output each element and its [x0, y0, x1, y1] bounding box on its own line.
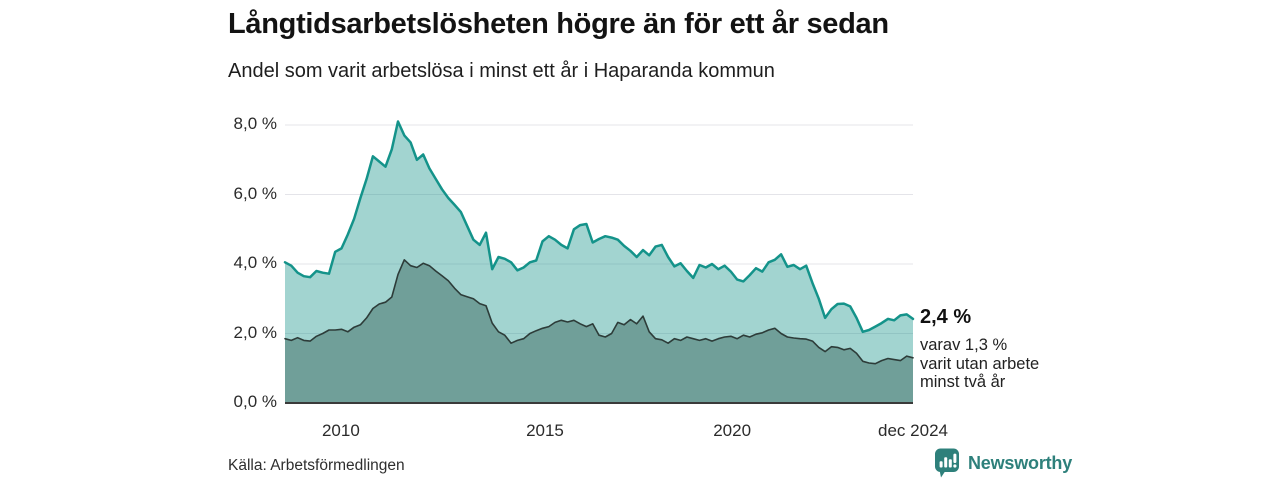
- latest-value-annotation: 2,4 % varav 1,3 % varit utan arbete mins…: [920, 306, 1053, 392]
- y-axis-tick-label: 4,0 %: [233, 253, 277, 272]
- annotation-line: varit utan arbete: [920, 354, 1040, 373]
- annotation-line: varav 1,3 %: [920, 336, 1008, 354]
- y-axis-tick-label: 2,0 %: [233, 322, 277, 342]
- latest-value-detail: varav 1,3 % varit utan arbete minst två …: [920, 336, 1053, 392]
- chart-subtitle: Andel som varit arbetslösa i minst ett å…: [228, 60, 775, 82]
- latest-value: 2,4 %: [920, 306, 972, 328]
- x-axis-tick-label: 2020: [713, 421, 752, 440]
- y-axis-tick-label: 8,0 %: [233, 114, 277, 133]
- y-axis-tick-label: 0,0 %: [233, 392, 277, 411]
- brand-logo: Newsworthy: [934, 448, 1072, 478]
- x-axis-tick-label: 2015: [526, 421, 564, 440]
- brand-name: Newsworthy: [968, 452, 1073, 473]
- source-caption: Källa: Arbetsförmedlingen: [228, 457, 405, 474]
- annotation-line: minst två år: [920, 373, 1006, 391]
- newsworthy-logo-icon: [935, 448, 959, 478]
- chart-title: Långtidsarbetslösheten högre än för ett …: [228, 8, 889, 40]
- x-axis-tick-label: dec 2024: [878, 421, 948, 440]
- y-axis-tick-label: 6,0 %: [233, 183, 277, 203]
- x-axis-tick-label: 2010: [321, 421, 360, 440]
